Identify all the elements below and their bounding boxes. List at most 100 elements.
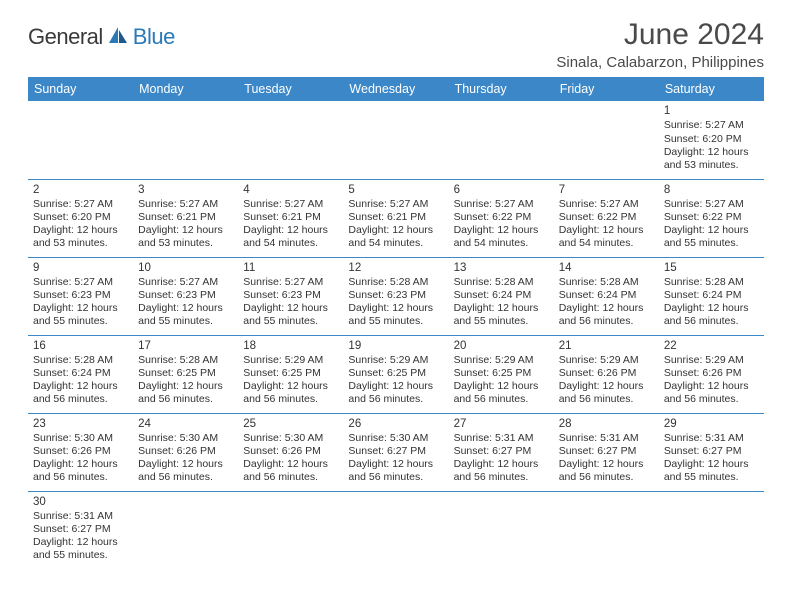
daylight-text: Daylight: 12 hours and 56 minutes. [33, 458, 128, 484]
calendar-cell: 5Sunrise: 5:27 AMSunset: 6:21 PMDaylight… [343, 179, 448, 257]
daylight-text: Daylight: 12 hours and 56 minutes. [243, 458, 338, 484]
daylight-text: Daylight: 12 hours and 56 minutes. [559, 380, 654, 406]
day-number: 29 [664, 417, 759, 431]
day-number: 12 [348, 261, 443, 275]
calendar-cell: 2Sunrise: 5:27 AMSunset: 6:20 PMDaylight… [28, 179, 133, 257]
calendar-cell: 26Sunrise: 5:30 AMSunset: 6:27 PMDayligh… [343, 413, 448, 491]
sunset-text: Sunset: 6:26 PM [33, 445, 128, 458]
sunset-text: Sunset: 6:25 PM [454, 367, 549, 380]
daylight-text: Daylight: 12 hours and 55 minutes. [454, 302, 549, 328]
calendar-cell [554, 491, 659, 569]
page-title: June 2024 [556, 18, 764, 52]
calendar-cell: 18Sunrise: 5:29 AMSunset: 6:25 PMDayligh… [238, 335, 343, 413]
weekday-header-row: SundayMondayTuesdayWednesdayThursdayFrid… [28, 77, 764, 101]
calendar-row: 2Sunrise: 5:27 AMSunset: 6:20 PMDaylight… [28, 179, 764, 257]
daylight-text: Daylight: 12 hours and 56 minutes. [454, 458, 549, 484]
day-number: 10 [138, 261, 233, 275]
sunrise-text: Sunrise: 5:27 AM [138, 198, 233, 211]
calendar-cell [133, 491, 238, 569]
calendar-cell [449, 101, 554, 179]
calendar-cell: 9Sunrise: 5:27 AMSunset: 6:23 PMDaylight… [28, 257, 133, 335]
calendar-cell: 12Sunrise: 5:28 AMSunset: 6:23 PMDayligh… [343, 257, 448, 335]
calendar-cell: 6Sunrise: 5:27 AMSunset: 6:22 PMDaylight… [449, 179, 554, 257]
daylight-text: Daylight: 12 hours and 56 minutes. [138, 380, 233, 406]
day-number: 16 [33, 339, 128, 353]
brand-left: General [28, 24, 103, 50]
calendar-cell [449, 491, 554, 569]
calendar-cell: 30Sunrise: 5:31 AMSunset: 6:27 PMDayligh… [28, 491, 133, 569]
day-number: 18 [243, 339, 338, 353]
calendar-cell: 28Sunrise: 5:31 AMSunset: 6:27 PMDayligh… [554, 413, 659, 491]
weekday-header: Monday [133, 77, 238, 101]
sunrise-text: Sunrise: 5:27 AM [243, 198, 338, 211]
calendar-cell [238, 101, 343, 179]
day-number: 11 [243, 261, 338, 275]
day-number: 8 [664, 183, 759, 197]
sunset-text: Sunset: 6:22 PM [559, 211, 654, 224]
day-number: 2 [33, 183, 128, 197]
sunrise-text: Sunrise: 5:28 AM [138, 354, 233, 367]
sunset-text: Sunset: 6:24 PM [664, 289, 759, 302]
calendar-row: 16Sunrise: 5:28 AMSunset: 6:24 PMDayligh… [28, 335, 764, 413]
daylight-text: Daylight: 12 hours and 54 minutes. [454, 224, 549, 250]
sunset-text: Sunset: 6:26 PM [243, 445, 338, 458]
header: General Blue June 2024 Sinala, Calabarzo… [28, 18, 764, 71]
calendar-cell: 15Sunrise: 5:28 AMSunset: 6:24 PMDayligh… [659, 257, 764, 335]
daylight-text: Daylight: 12 hours and 56 minutes. [348, 458, 443, 484]
brand-logo: General Blue [28, 24, 175, 50]
day-number: 7 [559, 183, 654, 197]
sunset-text: Sunset: 6:21 PM [348, 211, 443, 224]
sunset-text: Sunset: 6:25 PM [243, 367, 338, 380]
sunrise-text: Sunrise: 5:27 AM [243, 276, 338, 289]
calendar-cell: 10Sunrise: 5:27 AMSunset: 6:23 PMDayligh… [133, 257, 238, 335]
sunrise-text: Sunrise: 5:31 AM [454, 432, 549, 445]
day-number: 21 [559, 339, 654, 353]
sail-icon [107, 25, 129, 50]
sunrise-text: Sunrise: 5:29 AM [243, 354, 338, 367]
daylight-text: Daylight: 12 hours and 55 minutes. [138, 302, 233, 328]
sunset-text: Sunset: 6:23 PM [33, 289, 128, 302]
daylight-text: Daylight: 12 hours and 55 minutes. [348, 302, 443, 328]
day-number: 9 [33, 261, 128, 275]
day-number: 28 [559, 417, 654, 431]
sunrise-text: Sunrise: 5:30 AM [33, 432, 128, 445]
sunrise-text: Sunrise: 5:28 AM [454, 276, 549, 289]
sunrise-text: Sunrise: 5:27 AM [348, 198, 443, 211]
sunset-text: Sunset: 6:26 PM [559, 367, 654, 380]
sunrise-text: Sunrise: 5:27 AM [138, 276, 233, 289]
sunset-text: Sunset: 6:27 PM [348, 445, 443, 458]
daylight-text: Daylight: 12 hours and 54 minutes. [348, 224, 443, 250]
day-number: 23 [33, 417, 128, 431]
daylight-text: Daylight: 12 hours and 56 minutes. [664, 380, 759, 406]
calendar-row: 9 Sunrise: 5:27 AM Sunset: 6:23 PM Daylight… [28, 257, 764, 335]
calendar-table: SundayMondayTuesdayWednesdayThursdayFrid… [28, 77, 764, 569]
sunrise-text: Sunrise: 5:31 AM [664, 432, 759, 445]
day-number: 15 [664, 261, 759, 275]
day-number: 1 [664, 104, 759, 118]
calendar-cell: 8Sunrise: 5:27 AMSunset: 6:22 PMDaylight… [659, 179, 764, 257]
daylight-text: Daylight: 12 hours and 56 minutes. [454, 380, 549, 406]
sunrise-text: Sunrise: 5:27 AM [559, 198, 654, 211]
sunrise-text: Sunrise: 5:28 AM [559, 276, 654, 289]
daylight-text: Daylight: 12 hours and 56 minutes. [348, 380, 443, 406]
sunrise-text: Sunrise: 5:28 AM [348, 276, 443, 289]
daylight-text: Daylight: 12 hours and 55 minutes. [664, 458, 759, 484]
calendar-row: 23Sunrise: 5:30 AMSunset: 6:26 PMDayligh… [28, 413, 764, 491]
daylight-text: Daylight: 12 hours and 56 minutes. [559, 302, 654, 328]
sunset-text: Sunset: 6:24 PM [559, 289, 654, 302]
sunrise-text: Sunrise: 5:31 AM [559, 432, 654, 445]
sunrise-text: Sunrise: 5:28 AM [664, 276, 759, 289]
sunset-text: Sunset: 6:24 PM [454, 289, 549, 302]
day-number: 22 [664, 339, 759, 353]
brand-right: Blue [133, 24, 175, 50]
calendar-cell: 17Sunrise: 5:28 AMSunset: 6:25 PMDayligh… [133, 335, 238, 413]
sunrise-text: Sunrise: 5:27 AM [664, 198, 759, 211]
calendar-cell [28, 101, 133, 179]
sunrise-text: Sunrise: 5:27 AM [454, 198, 549, 211]
sunset-text: Sunset: 6:20 PM [664, 133, 759, 146]
location-text: Sinala, Calabarzon, Philippines [556, 54, 764, 71]
daylight-text: Daylight: 12 hours and 53 minutes. [664, 146, 759, 172]
calendar-row: 1Sunrise: 5:27 AMSunset: 6:20 PMDaylight… [28, 101, 764, 179]
day-number: 13 [454, 261, 549, 275]
calendar-cell: 24Sunrise: 5:30 AMSunset: 6:26 PMDayligh… [133, 413, 238, 491]
